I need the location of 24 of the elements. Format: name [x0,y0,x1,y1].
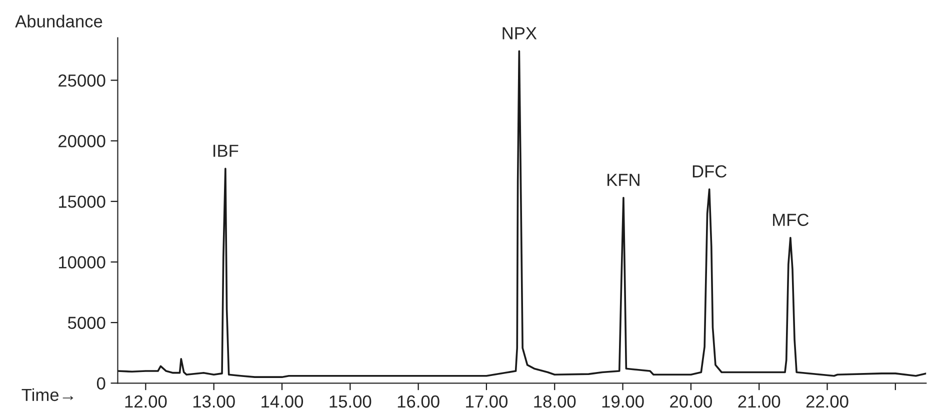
annotation: DFC [692,165,727,178]
y-tick-label: 25000 [58,74,106,87]
x-tick-label: 13.00 [193,395,235,408]
x-tick-label: 20.00 [670,395,712,408]
annotation: KFN [608,174,640,186]
annotation: NPX [502,27,537,40]
x-tick-label: 17.00 [466,395,508,408]
x-tick-label: 22.00 [806,395,848,408]
x-tick-label: 12.00 [125,395,167,408]
annotation: MFC [773,214,809,226]
x-tick-label: 19.00 [602,395,644,408]
y-tick-label: 10000 [58,256,106,268]
y-tick-label: 5000 [68,316,106,330]
annotation: IBF [214,144,238,157]
x-tick-label: 18.00 [534,395,576,408]
y-tick-label: 15000 [58,196,106,208]
x-tick-label: 21.00 [738,395,780,408]
y-axis-title: Abundance [15,14,102,28]
x-tick-label: 15.00 [330,395,372,408]
y-tick-label: 0 [96,377,106,390]
x-axis-title: Time→ [22,388,74,402]
x-tick-label: 14.00 [262,395,304,408]
y-tick-label: 20000 [58,135,106,148]
x-tick-label: 16.00 [398,395,440,408]
